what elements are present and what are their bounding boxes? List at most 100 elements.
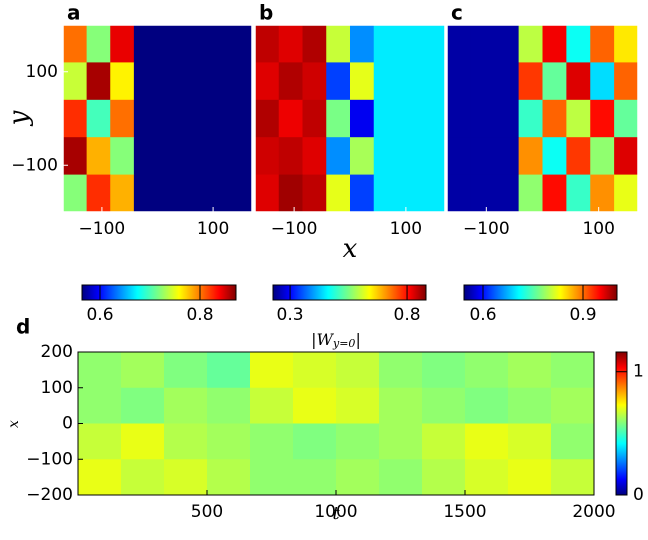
colorbar-tick-label: 0.9 [569,305,596,325]
colorbar [615,351,628,496]
heat-cell [465,352,509,389]
heat-cell [133,25,158,63]
x-tick-label: −100 [271,219,318,239]
chart-title: |Wy=0| [311,330,361,351]
heat-cell [551,423,595,460]
y-tick-label: −100 [11,155,58,175]
heat-cell [250,352,294,389]
heat-cell [228,137,253,176]
colorbar-tick-label: 0.8 [394,305,421,325]
heat-cell [447,25,472,63]
colorbar [81,284,237,301]
heat-cell [542,25,567,63]
plot-frame [62,24,253,213]
heat-cell [255,99,280,138]
heat-cell [373,25,398,63]
colorbar [272,284,427,301]
heat-cell [373,137,398,176]
heat-cell [494,137,520,176]
heat-cell [164,423,208,460]
heat-cell [422,387,466,424]
heat-cell [470,62,496,101]
heat-cell [228,99,253,138]
title-part: | [355,330,360,349]
heat-cell [278,137,303,176]
x-tick-label: 1000 [314,502,357,522]
heat-cell [255,25,280,63]
y-tick-label: 100 [41,378,73,398]
heat-cell [566,99,591,138]
heat-cell [133,174,158,213]
heat-cell [293,387,337,424]
heat-cell [302,25,327,63]
heat-cell [614,99,639,138]
heat-cell [551,352,595,389]
heat-cell [379,387,423,424]
colorbar-tick-label: 0 [633,485,644,505]
heat-cell [350,137,375,176]
heat-cell [63,25,88,63]
heat-cell [614,137,639,176]
heat-cell [542,99,567,138]
panel-label: b [259,1,273,25]
heat-cell [326,174,351,213]
heat-cell [470,174,496,213]
heat-cell [207,352,251,389]
heat-cell [421,62,446,101]
heat-cell [250,387,294,424]
x-tick-label: −100 [463,219,510,239]
heat-cell [336,387,380,424]
heat-cell [336,423,380,460]
heat-cell [228,62,253,101]
heat-cell [590,62,615,101]
heat-cell [157,99,182,138]
heat-cell [566,62,591,101]
heat-cell [379,423,423,460]
heat-cell [302,137,327,176]
heat-cell [86,99,111,138]
heat-cell [518,99,543,138]
heat-cell [379,352,423,389]
heat-cell [204,174,229,213]
heat-cell [465,459,509,496]
heat-cell [379,459,423,496]
heat-cell [86,137,111,176]
heat-cell [421,99,446,138]
heat-cell [470,99,496,138]
x-axis-label: t [332,503,340,524]
heat-cell [542,62,567,101]
heat-cell [614,25,639,63]
heat-cell [373,62,398,101]
x-tick-label: 100 [197,219,229,239]
heat-cell [614,174,639,213]
heat-cell [133,99,158,138]
heat-cell [518,25,543,63]
heat-cell [590,25,615,63]
heat-cell [204,62,229,101]
heat-cell [465,423,509,460]
heat-cell [204,25,229,63]
heat-cell [302,62,327,101]
heat-cell [326,137,351,176]
heat-cell [422,459,466,496]
x-tick-label: 100 [390,219,422,239]
heat-cell [63,137,88,176]
heat-cell [566,137,591,176]
heat-cell [78,423,122,460]
heat-cell [110,137,135,176]
heat-cell [421,137,446,176]
y-tick-label: 0 [62,414,73,434]
heat-cell [494,174,520,213]
heat-cell [78,459,122,496]
heat-cell [181,99,206,138]
heat-cell [86,25,111,63]
title-part: |W [311,330,334,349]
colorbar [463,284,618,301]
heat-cell [551,387,595,424]
heat-cell [121,352,165,389]
heat-cell [494,25,520,63]
heat-cell [121,423,165,460]
colorbar-tick-label: 0.6 [86,305,113,325]
heat-cell [447,99,472,138]
